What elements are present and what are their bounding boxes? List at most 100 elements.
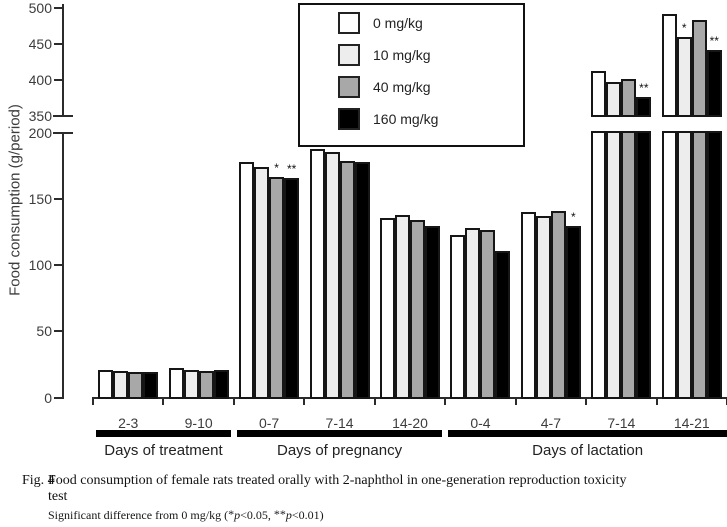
y-tick-label: 350 — [28, 107, 52, 124]
y-tick-label: 500 — [28, 0, 52, 16]
bar — [269, 176, 285, 399]
bar-lower-segment — [636, 131, 652, 399]
bar-lower-segment — [706, 131, 722, 399]
legend-box: 0 mg/kg 10 mg/kg 40 mg/kg 160 mg/kg — [298, 3, 525, 147]
x-group-tick — [92, 397, 94, 405]
bar — [198, 371, 214, 399]
legend-label: 160 mg/kg — [373, 111, 439, 127]
y-tick — [54, 330, 62, 333]
y-tick — [54, 6, 62, 9]
x-category-label: 7-14 — [607, 415, 636, 431]
bar — [480, 229, 496, 399]
legend-item: 160 mg/kg — [338, 108, 523, 130]
caption-line2: test — [48, 489, 68, 504]
y-tick — [54, 78, 62, 81]
bar-upper-segment — [661, 13, 677, 117]
y-tick — [54, 42, 62, 45]
significance-marker: * — [681, 21, 687, 36]
y-tick-label: 0 — [44, 389, 52, 406]
y-tick — [54, 198, 62, 201]
bar — [550, 211, 566, 399]
bar — [284, 177, 300, 399]
section-label: Days of pregnancy — [277, 442, 403, 459]
bar-upper-segment — [676, 37, 692, 117]
x-category-label: 4-7 — [540, 415, 561, 431]
significance-marker: * — [571, 209, 576, 224]
bar — [565, 225, 581, 399]
bar — [213, 369, 229, 399]
x-group-tick — [725, 397, 727, 405]
bar — [495, 250, 511, 399]
legend-item: 40 mg/kg — [338, 76, 523, 98]
bar — [183, 369, 199, 399]
figure-number: Fig. 4 — [22, 473, 55, 488]
x-category-label: 14-21 — [673, 415, 710, 431]
bar — [168, 368, 184, 399]
x-group-tick — [303, 397, 306, 405]
bar-lower-segment — [606, 131, 622, 399]
legend-swatch-icon — [338, 44, 360, 66]
x-category-label: 14-20 — [392, 415, 428, 431]
legend-label: 0 mg/kg — [373, 15, 423, 31]
legend-swatch-icon — [338, 76, 360, 98]
legend-label: 10 mg/kg — [373, 47, 431, 63]
y-tick-label: 100 — [28, 257, 52, 274]
section-bar — [96, 430, 231, 437]
y-tick-label: 400 — [28, 71, 52, 88]
bar — [113, 371, 129, 399]
x-category-label: 0-7 — [258, 415, 280, 431]
x-group-tick — [585, 397, 588, 405]
bar — [520, 212, 536, 399]
x-group-tick — [444, 397, 447, 405]
x-group-tick — [162, 397, 165, 405]
y-tick-label: 50 — [36, 323, 52, 340]
bar — [254, 167, 270, 399]
bar-lower-segment — [661, 131, 677, 399]
bar — [339, 160, 355, 399]
y-tick-label: 450 — [28, 35, 52, 52]
asterisk-single: * — [228, 507, 235, 521]
legend-item: 0 mg/kg — [338, 12, 523, 34]
bar-upper-segment — [636, 96, 652, 117]
section-bar — [236, 430, 443, 437]
bar — [309, 148, 325, 399]
significance-marker: * — [274, 160, 279, 175]
bar — [424, 225, 440, 399]
bar-upper-segment — [706, 49, 722, 117]
caption-line1: Food consumption of female rats treated … — [48, 473, 627, 488]
significance-marker: ** — [709, 33, 719, 48]
bar — [239, 162, 255, 399]
x-group-tick — [514, 397, 517, 405]
x-group-tick — [655, 397, 658, 405]
significance-marker: ** — [286, 161, 297, 176]
bar — [354, 162, 370, 399]
x-group-tick — [373, 397, 376, 405]
bar-lower-segment — [676, 131, 692, 399]
bar-upper-segment — [621, 78, 637, 117]
bar — [535, 216, 551, 399]
bar — [98, 369, 114, 399]
legend-swatch-icon — [338, 12, 360, 34]
bar — [143, 372, 159, 399]
x-category-label: 7-14 — [325, 415, 354, 431]
significance-marker: ** — [639, 80, 649, 95]
y-tick-label: 150 — [28, 191, 52, 208]
legend-label: 40 mg/kg — [373, 79, 431, 95]
bar — [324, 151, 340, 399]
bar-lower-segment — [621, 131, 637, 399]
asterisk-double: ** — [273, 507, 286, 521]
x-group-tick — [232, 397, 235, 405]
section-label: Days of lactation — [532, 442, 644, 459]
legend-item: 10 mg/kg — [338, 44, 523, 66]
x-category-label: 9-10 — [184, 415, 213, 431]
bar-lower-segment — [691, 131, 707, 399]
section-bar — [448, 430, 727, 437]
y-tick — [54, 264, 62, 267]
y-axis-upper-segment — [62, 4, 64, 116]
bar-lower-segment — [591, 131, 607, 399]
bar — [379, 217, 395, 399]
y-tick — [53, 132, 73, 134]
y-tick-label: 200 — [28, 125, 52, 141]
